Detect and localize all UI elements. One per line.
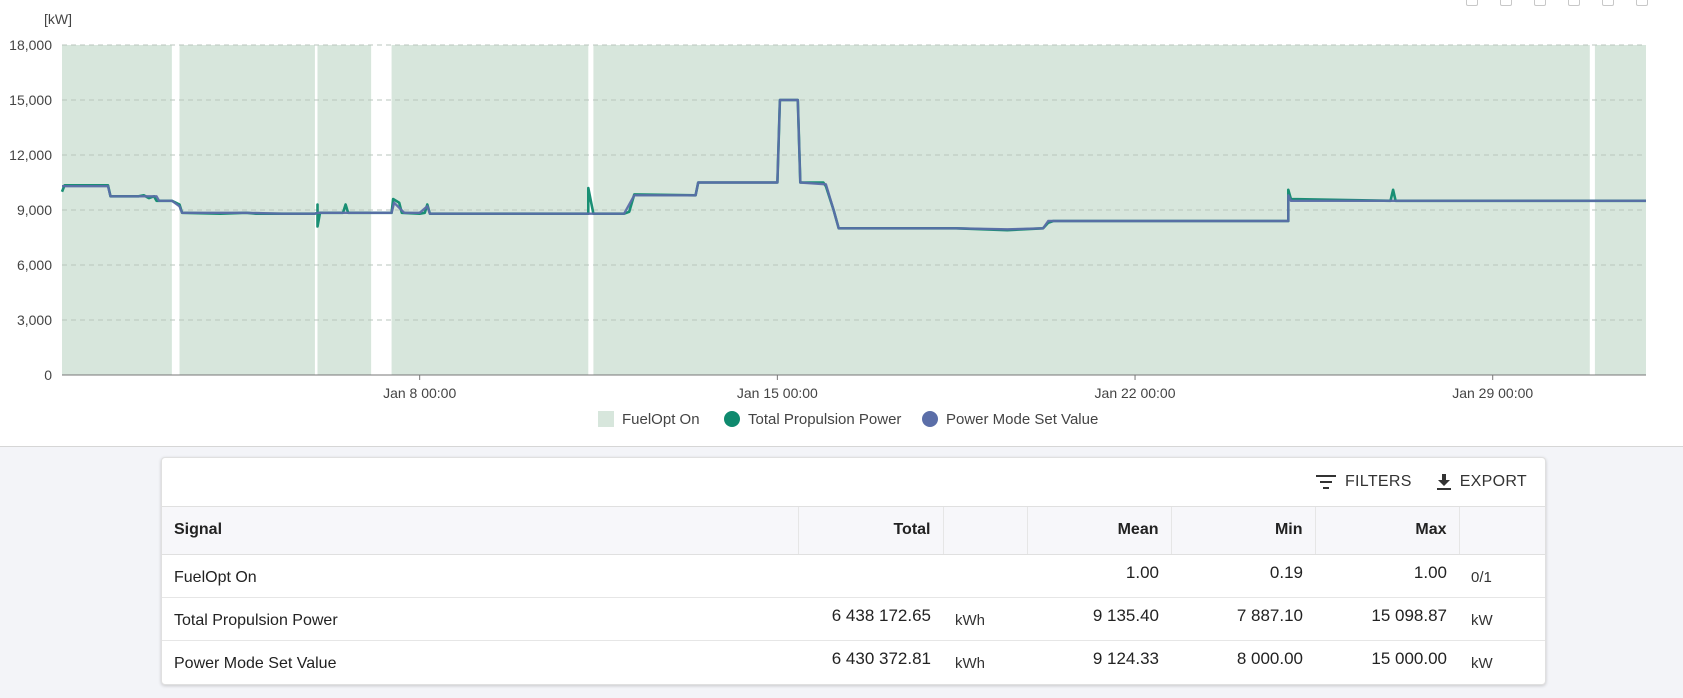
signal-cell: FuelOpt On: [162, 554, 798, 598]
legend-item-power-mode-set-value[interactable]: Power Mode Set Value: [922, 411, 1098, 428]
x-tick-label: Jan 15 00:00: [737, 385, 818, 401]
legend-item-total-propulsion-power[interactable]: Total Propulsion Power: [724, 411, 901, 428]
min-cell: 7 887.10: [1171, 597, 1315, 641]
total-cell: 6 438 172.65: [798, 597, 943, 641]
statistics-table-card: FILTERS EXPORT Signal Total Mean Min Max: [161, 457, 1546, 685]
y-tick-label: 3,000: [17, 312, 52, 328]
legend-label: Power Mode Set Value: [946, 411, 1098, 428]
unit-cell: kW: [1459, 597, 1545, 641]
mean-cell: 1.00: [1027, 554, 1171, 598]
export-button[interactable]: EXPORT: [1428, 467, 1535, 497]
y-tick-label: 9,000: [17, 202, 52, 218]
toolbar-icon[interactable]: [1466, 0, 1478, 6]
y-tick-label: 0: [44, 367, 52, 383]
legend-label: FuelOpt On: [622, 411, 700, 428]
y-axis: 0 3,000 6,000 9,000 12,000 15,000 18,000: [9, 37, 52, 383]
max-cell: 1.00: [1315, 554, 1459, 598]
mean-cell: 9 124.33: [1092, 648, 1159, 668]
toolbar-icon[interactable]: [1568, 0, 1580, 6]
statistics-table: Signal Total Mean Min Max FuelOpt On 1.0…: [162, 507, 1545, 683]
filter-icon: [1315, 475, 1336, 489]
chart-panel: 0 3,000 6,000 9,000 12,000 15,000 18,000 Jan 8…: [0, 0, 1683, 447]
legend[interactable]: FuelOpt On Total Propulsion Power Power Mo…: [598, 411, 1098, 428]
table-row[interactable]: FuelOpt On 1.00 0.19 1.00 0/1: [162, 554, 1545, 598]
y-tick-label: 15,000: [9, 92, 52, 108]
x-tick-label: Jan 8 00:00: [383, 385, 456, 401]
col-max-header[interactable]: Max: [1315, 507, 1460, 555]
col-mean-header[interactable]: Mean: [1027, 507, 1172, 555]
mean-cell: 9 135.40: [1027, 597, 1171, 641]
max-cell: 15 098.87: [1315, 597, 1459, 641]
x-axis: Jan 8 00:00 Jan 15 00:00 Jan 22 00:00 Jan 2…: [383, 375, 1533, 401]
table-toolbar: FILTERS EXPORT: [162, 458, 1545, 507]
filters-button[interactable]: FILTERS: [1307, 467, 1420, 497]
col-total-unit-header: [943, 507, 1028, 555]
toolbar-icon[interactable]: [1602, 0, 1614, 6]
legend-swatch: [922, 411, 938, 427]
power-chart: 0 3,000 6,000 9,000 12,000 15,000 18,000 Jan 8…: [9, 11, 1646, 428]
min-cell: 8 000.00: [1236, 648, 1303, 668]
x-tick-label: Jan 22 00:00: [1095, 385, 1176, 401]
gridlines: [62, 44, 1646, 321]
toolbar-icon[interactable]: [1534, 0, 1546, 6]
total-cell: 6 430 372.81: [831, 648, 931, 668]
fuelopt-band: [179, 45, 315, 375]
total-unit-cell: kWh: [955, 655, 985, 672]
legend-swatch: [724, 411, 740, 427]
toolbar-icon[interactable]: [1500, 0, 1512, 6]
y-tick-label: 12,000: [9, 147, 52, 163]
min-cell: 0.19: [1171, 554, 1315, 598]
y-tick-label: 6,000: [17, 257, 52, 273]
max-cell: 15 000.00: [1371, 648, 1447, 668]
y-unit-label: [kW]: [44, 11, 72, 27]
toolbar-icon[interactable]: [1636, 0, 1648, 6]
filters-label: FILTERS: [1344, 473, 1412, 490]
total-cell: [798, 554, 943, 598]
series-line-power-mode-set-value: [62, 98, 1646, 231]
col-signal-header[interactable]: Signal: [162, 507, 799, 555]
signal-cell: Total Propulsion Power: [162, 597, 798, 641]
unit-cell: 0/1: [1459, 554, 1545, 598]
col-total-header[interactable]: Total: [798, 507, 944, 555]
export-label: EXPORT: [1459, 473, 1527, 490]
total-unit-cell: [943, 554, 1027, 598]
legend-label: Total Propulsion Power: [748, 411, 901, 428]
total-unit-cell: kWh: [943, 597, 1027, 641]
series-lines: [60, 98, 1646, 232]
col-unit-header: [1459, 507, 1545, 555]
legend-swatch: [598, 411, 614, 427]
x-tick-label: Jan 29 00:00: [1452, 385, 1533, 401]
col-min-header[interactable]: Min: [1171, 507, 1316, 555]
legend-item-fuelopt-on[interactable]: FuelOpt On: [598, 411, 700, 428]
y-tick-label: 18,000: [9, 37, 52, 53]
table-row[interactable]: Power Mode Set Value 6 430 372.81 kWh 9 …: [162, 640, 1545, 683]
signal-cell: Power Mode Set Value: [174, 655, 337, 672]
table-row[interactable]: Total Propulsion Power 6 438 172.65 kWh …: [162, 597, 1545, 641]
download-icon: [1436, 474, 1451, 490]
table-header-row: Signal Total Mean Min Max: [162, 507, 1545, 555]
unit-cell: kW: [1471, 655, 1493, 672]
